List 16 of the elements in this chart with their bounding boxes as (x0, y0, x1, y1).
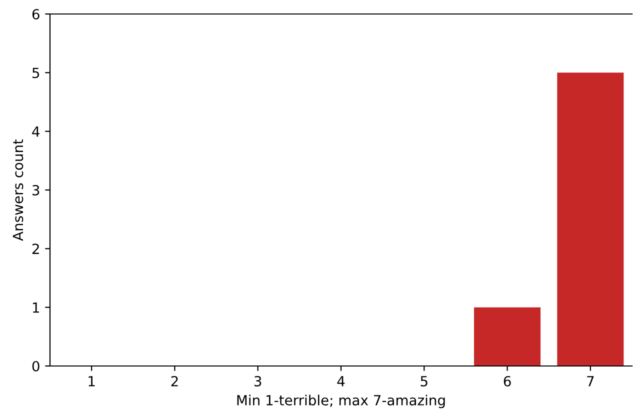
y-tick-label: 0 (32, 360, 40, 372)
x-tick-label: 4 (337, 376, 345, 386)
y-tick-label: 4 (32, 126, 40, 137)
x-tick-label: 2 (171, 376, 178, 386)
y-axis-title: Answers count (12, 139, 24, 241)
y-tick-label: 1 (32, 302, 39, 313)
x-tick-label: 3 (254, 376, 262, 386)
y-tick-label: 5 (32, 68, 40, 78)
x-tick-label: 1 (88, 376, 95, 386)
x-tick-label: 6 (504, 376, 511, 386)
x-tick-label: 7 (587, 376, 594, 386)
y-tick-label: 3 (32, 184, 40, 196)
y-tick-label: 2 (32, 244, 39, 254)
x-tick-label: 5 (420, 376, 428, 386)
y-tick-label: 6 (32, 8, 40, 20)
x-axis-title: Min 1-terrible; max 7-amazing (237, 394, 445, 408)
